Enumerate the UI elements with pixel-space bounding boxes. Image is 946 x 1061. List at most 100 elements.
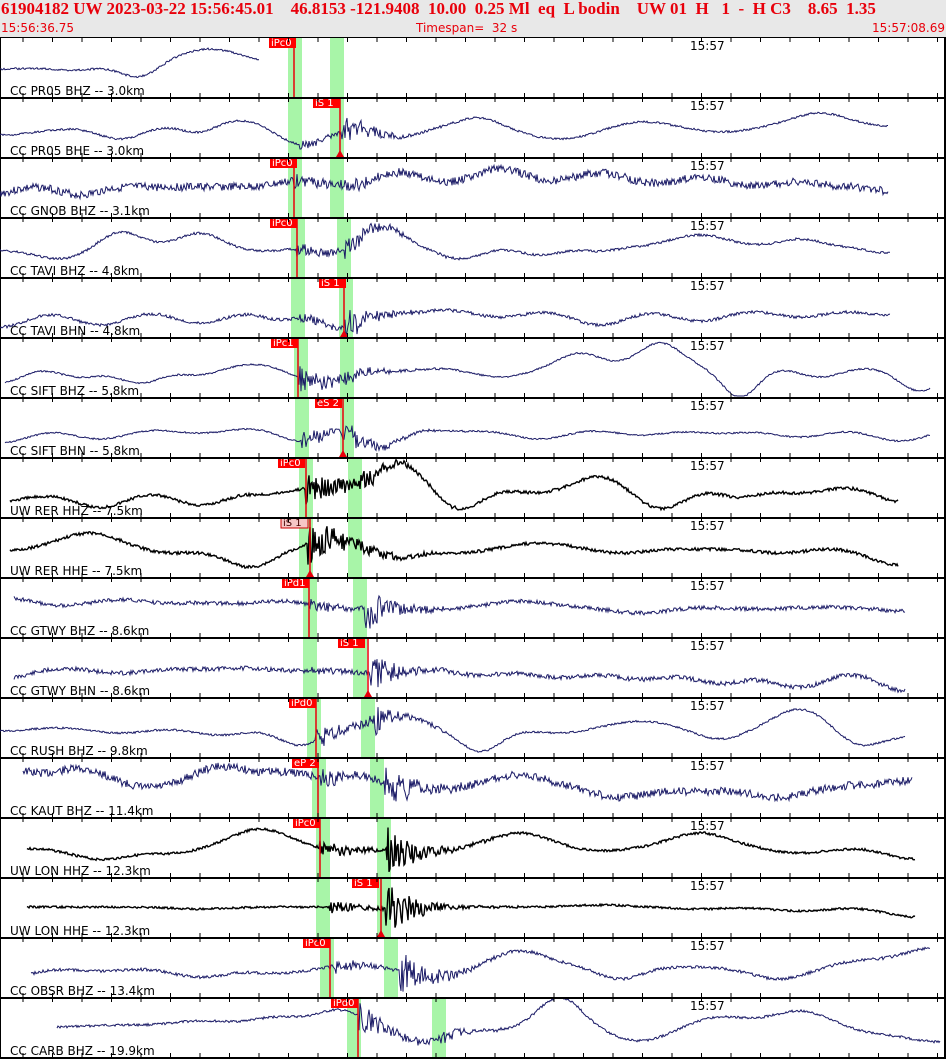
minute-marker-label: 15:57 [690, 39, 725, 53]
pick-label-box[interactable] [331, 997, 358, 1008]
pick-label-box[interactable] [352, 877, 379, 888]
window-start-time: 15:56:36.75 [1, 21, 74, 35]
station-label[interactable]: CC OBSR BHZ -- 13.4km [10, 984, 155, 997]
trace-panel-cc-sift-bhz[interactable]: iPc1 15:57 CC SIFT BHZ -- 5.8km [0, 337, 946, 397]
phase-window [288, 37, 302, 97]
waveform-trace [30, 946, 931, 992]
phase-window [337, 217, 351, 277]
pick-label-box[interactable] [271, 337, 298, 348]
pick-label-box[interactable] [270, 217, 297, 228]
pick-label: iPc0 [280, 458, 301, 469]
trace-panel-uw-lon-hhe[interactable]: iS 1 15:57 UW LON HHE -- 12.3km [0, 877, 946, 937]
station-label[interactable]: CC PR05 BHZ -- 3.0km [10, 84, 145, 97]
station-label[interactable]: CC PR05 BHE -- 3.0km [10, 144, 144, 157]
pick-label-box[interactable] [278, 457, 305, 468]
trace-panel-cc-sift-bhn[interactable]: eS 2 15:57 CC SIFT BHN -- 5.8km [0, 397, 946, 457]
station-label[interactable]: CC GTWY BHZ -- 8.6km [10, 624, 149, 637]
trace-panel-uw-rer-hhe[interactable]: iS 1 15:57 UW RER HHE -- 7.5km [0, 517, 946, 577]
event-header: 61904182 UW 2023-03-22 15:56:45.01 46.81… [0, 0, 946, 37]
trace-panel-cc-tavi-bhz[interactable]: iPc0 15:57 CC TAVI BHZ -- 4.8km [0, 217, 946, 277]
station-label[interactable]: CC RUSH BHZ -- 9.8km [10, 744, 148, 757]
phase-window [316, 877, 330, 937]
pick-label-box[interactable] [289, 697, 316, 708]
pick-label-box[interactable] [282, 577, 309, 588]
pick-label: iPc0 [295, 818, 316, 829]
seismogram-panels[interactable]: iPc0 15:57 CC PR05 BHZ -- 3.0km iS 1 15:57 CC… [0, 37, 946, 1059]
waveform-trace [26, 887, 916, 928]
pick-label-box[interactable] [313, 97, 340, 108]
trace-panel-uw-lon-hhz[interactable]: iPc0 15:57 UW LON HHZ -- 12.3km [0, 817, 946, 877]
minute-marker-label: 15:57 [690, 159, 725, 173]
station-label[interactable]: UW RER HHZ -- 7.5km [10, 504, 143, 517]
waveform-trace [4, 341, 931, 397]
waveform-trace [0, 307, 891, 336]
station-label[interactable]: CC SIFT BHZ -- 5.8km [10, 384, 139, 397]
trace-panel-cc-gnob-bhz[interactable]: iPc0 15:57 CC GNOB BHZ -- 3.1km [0, 157, 946, 217]
phase-window [307, 697, 321, 757]
trace-panel-cc-carb-bhz[interactable]: iPd0 15:57 CC CARB BHZ -- 19.9km [0, 997, 946, 1057]
phase-window [361, 697, 375, 757]
station-label[interactable]: CC SIFT BHN -- 5.8km [10, 444, 140, 457]
phase-window [353, 637, 367, 697]
trace-panel-cc-pr05-bhe[interactable]: iS 1 15:57 CC PR05 BHE -- 3.0km [0, 97, 946, 157]
trace-panel-cc-gtwy-bhn[interactable]: iS 1 15:57 CC GTWY BHN -- 8.6km [0, 637, 946, 697]
phase-window [303, 637, 317, 697]
pick-label-box[interactable] [293, 817, 320, 828]
station-label[interactable]: CC TAVI BHZ -- 4.8km [10, 264, 139, 277]
minute-marker-label: 15:57 [690, 999, 725, 1013]
waveform-trace [0, 111, 888, 150]
trace-panel-cc-gtwy-bhz[interactable]: iPd1 15:57 CC GTWY BHZ -- 8.6km [0, 577, 946, 637]
minute-marker-label: 15:57 [690, 399, 725, 413]
minute-marker-label: 15:57 [690, 939, 725, 953]
pick-label: iS 1 [315, 98, 334, 109]
trace-panel-cc-rush-bhz[interactable]: iPd0 15:57 CC RUSH BHZ -- 9.8km [0, 697, 946, 757]
pick-label: iS 1 [283, 518, 302, 529]
pick-label-box[interactable] [315, 397, 342, 408]
pick-label: iPc0 [272, 158, 293, 169]
waveform-trace [0, 163, 889, 201]
pick-label: iPc0 [271, 38, 292, 49]
minute-marker-label: 15:57 [690, 459, 725, 473]
pick-label-box[interactable] [319, 277, 346, 288]
station-label[interactable]: UW LON HHZ -- 12.3km [10, 864, 151, 877]
station-label[interactable]: UW RER HHE -- 7.5km [10, 564, 142, 577]
station-label[interactable]: CC TAVI BHN -- 4.8km [10, 324, 140, 337]
station-label[interactable]: UW LON HHE -- 12.3km [10, 924, 150, 937]
timespan-label: Timespan= 32 s [416, 21, 518, 35]
pick-label: iPd0 [291, 698, 313, 709]
trace-panel-cc-tavi-bhn[interactable]: iS 1 15:57 CC TAVI BHN -- 4.8km [0, 277, 946, 337]
minute-marker-label: 15:57 [690, 699, 725, 713]
phase-window [370, 757, 384, 817]
event-summary-title: 61904182 UW 2023-03-22 15:56:45.01 46.81… [1, 0, 876, 18]
minute-marker-label: 15:57 [690, 579, 725, 593]
trace-panel-cc-pr05-bhz[interactable]: iPc0 15:57 CC PR05 BHZ -- 3.0km [0, 37, 946, 97]
pick-label-box[interactable] [292, 757, 319, 768]
pick-label-box[interactable] [270, 157, 297, 168]
trace-panel-uw-rer-hhz[interactable]: iPc0 15:57 UW RER HHZ -- 7.5km [0, 457, 946, 517]
pick-label: iS 1 [354, 878, 373, 889]
pick-label-box[interactable] [338, 637, 365, 648]
pick-label: iPc0 [272, 218, 293, 229]
pick-label-box[interactable] [303, 937, 330, 948]
phase-window [295, 397, 309, 457]
phase-window [384, 937, 398, 997]
waveform-trace [13, 659, 906, 694]
trace-panel-cc-obsr-bhz[interactable]: iPc0 15:57 CC OBSR BHZ -- 13.4km [0, 937, 946, 997]
waveform-trace [9, 458, 899, 512]
minute-marker-label: 15:57 [690, 339, 725, 353]
waveform-trace [9, 526, 899, 570]
trace-panel-cc-kaut-bhz[interactable]: eP 2 15:57 CC KAUT BHZ -- 11.4km [0, 757, 946, 817]
pick-label: eS 2 [317, 398, 339, 409]
station-label[interactable]: CC CARB BHZ -- 19.9km [10, 1044, 155, 1057]
station-label[interactable]: CC GNOB BHZ -- 3.1km [10, 204, 150, 217]
phase-window [291, 277, 305, 337]
minute-marker-label: 15:57 [690, 639, 725, 653]
station-label[interactable]: CC GTWY BHN -- 8.6km [10, 684, 150, 697]
waveform-trace [0, 47, 260, 79]
phase-window [330, 37, 344, 97]
phase-window [340, 337, 354, 397]
pick-label-box[interactable] [280, 517, 309, 529]
station-label[interactable]: CC KAUT BHZ -- 11.4km [10, 804, 154, 817]
pick-label-box[interactable] [269, 37, 296, 48]
pick-label: eP 2 [294, 758, 316, 769]
